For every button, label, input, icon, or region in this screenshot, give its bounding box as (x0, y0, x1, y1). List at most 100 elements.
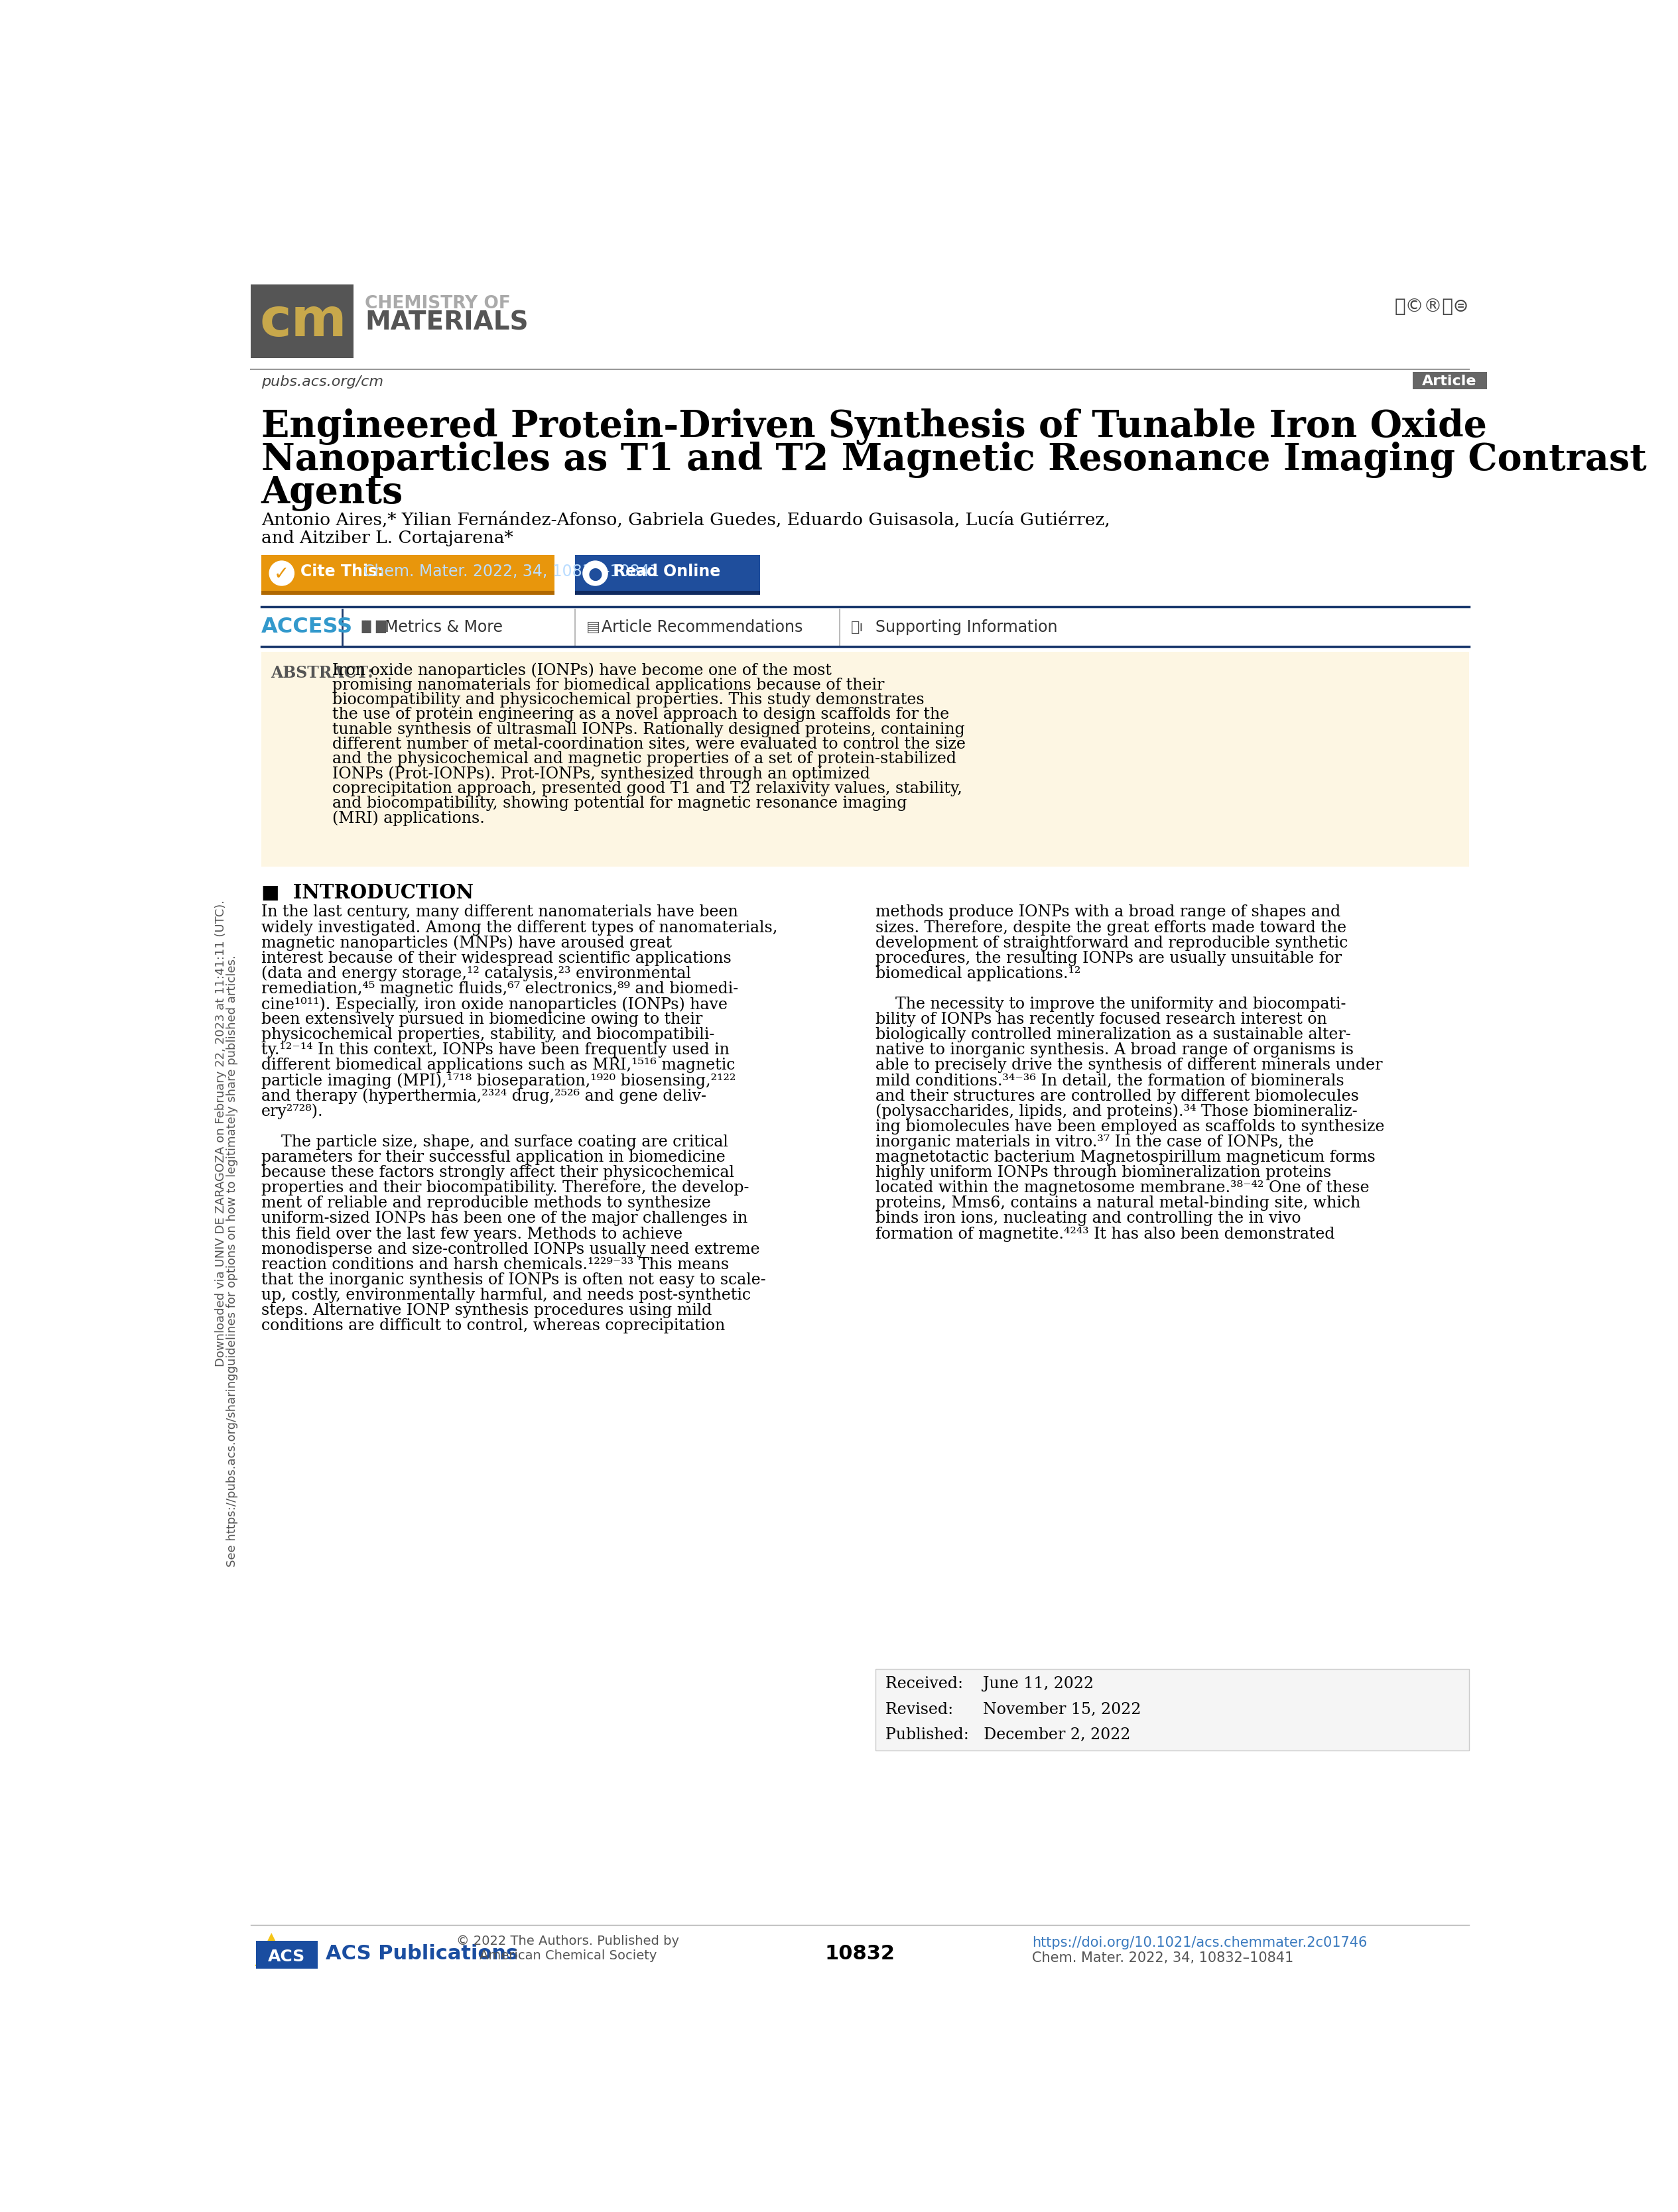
Polygon shape (255, 1933, 289, 1966)
Text: able to precisely drive the synthesis of different minerals under: able to precisely drive the synthesis of… (876, 1057, 1383, 1073)
Text: MATERIALS: MATERIALS (366, 310, 529, 336)
Text: properties and their biocompatibility. Therefore, the develop-: properties and their biocompatibility. T… (262, 1179, 748, 1194)
Text: https://doi.org/10.1021/acs.chemmater.2c01746: https://doi.org/10.1021/acs.chemmater.2c… (1032, 1936, 1368, 1949)
Text: parameters for their successful application in biomedicine: parameters for their successful applicat… (262, 1150, 725, 1166)
Text: Read Online: Read Online (614, 564, 722, 580)
FancyBboxPatch shape (876, 1670, 1468, 1750)
Text: Downloaded via UNIV DE ZARAGOZA on February 22, 2023 at 11:41:11 (UTC).: Downloaded via UNIV DE ZARAGOZA on Febru… (215, 900, 227, 1367)
Text: magnetic nanoparticles (MNPs) have aroused great: magnetic nanoparticles (MNPs) have arous… (262, 936, 671, 951)
Text: this field over the last few years. Methods to achieve: this field over the last few years. Meth… (262, 1225, 683, 1241)
FancyBboxPatch shape (257, 1940, 317, 1971)
Text: reaction conditions and harsh chemicals.¹²²⁹⁻³³ This means: reaction conditions and harsh chemicals.… (262, 1256, 728, 1272)
Text: Nanoparticles as T1 and T2 Magnetic Resonance Imaging Contrast: Nanoparticles as T1 and T2 Magnetic Reso… (262, 442, 1646, 478)
Text: particle imaging (MPI),¹⁷¹⁸ bioseparation,¹⁹²⁰ biosensing,²¹²²: particle imaging (MPI),¹⁷¹⁸ bioseparatio… (262, 1073, 735, 1088)
Text: development of straightforward and reproducible synthetic: development of straightforward and repro… (876, 936, 1347, 951)
FancyBboxPatch shape (1413, 372, 1487, 389)
Text: uniform-sized IONPs has been one of the major challenges in: uniform-sized IONPs has been one of the … (262, 1210, 747, 1225)
Text: IONPs (Prot-IONPs). Prot-IONPs, synthesized through an optimized: IONPs (Prot-IONPs). Prot-IONPs, synthesi… (332, 765, 869, 781)
Text: Published:   December 2, 2022: Published: December 2, 2022 (886, 1728, 1131, 1743)
Text: ACCESS: ACCESS (262, 617, 352, 637)
Text: (MRI) applications.: (MRI) applications. (332, 810, 485, 825)
Text: steps. Alternative IONP synthesis procedures using mild: steps. Alternative IONP synthesis proced… (262, 1303, 711, 1318)
Text: bility of IONPs has recently focused research interest on: bility of IONPs has recently focused res… (876, 1011, 1327, 1026)
Text: Received:    June 11, 2022: Received: June 11, 2022 (886, 1677, 1094, 1690)
Text: ment of reliable and reproducible methods to synthesize: ment of reliable and reproducible method… (262, 1194, 711, 1210)
Text: 📱©®Ⓢ⊜: 📱©®Ⓢ⊜ (1394, 296, 1468, 316)
Circle shape (582, 562, 607, 586)
Text: mild conditions.³⁴⁻³⁶ In detail, the formation of biominerals: mild conditions.³⁴⁻³⁶ In detail, the for… (876, 1073, 1344, 1088)
Text: pubs.acs.org/cm: pubs.acs.org/cm (262, 376, 383, 389)
Text: ACS: ACS (268, 1949, 305, 1964)
Text: and their structures are controlled by different biomolecules: and their structures are controlled by d… (876, 1088, 1359, 1104)
Text: Article: Article (1423, 374, 1477, 387)
Circle shape (270, 562, 294, 586)
Text: The particle size, shape, and surface coating are critical: The particle size, shape, and surface co… (262, 1135, 728, 1150)
Text: cine¹⁰¹¹). Especially, iron oxide nanoparticles (IONPs) have: cine¹⁰¹¹). Especially, iron oxide nanopa… (262, 995, 727, 1011)
Text: biologically controlled mineralization as a sustainable alter-: biologically controlled mineralization a… (876, 1026, 1351, 1042)
Text: methods produce IONPs with a broad range of shapes and: methods produce IONPs with a broad range… (876, 905, 1341, 920)
Text: native to inorganic synthesis. A broad range of organisms is: native to inorganic synthesis. A broad r… (876, 1042, 1354, 1057)
Text: the use of protein engineering as a novel approach to design scaffolds for the: the use of protein engineering as a nove… (332, 708, 950, 721)
Text: In the last century, many different nanomaterials have been: In the last century, many different nano… (262, 905, 738, 920)
Text: formation of magnetite.⁴²⁴³ It has also been demonstrated: formation of magnetite.⁴²⁴³ It has also … (876, 1225, 1334, 1241)
Text: Supporting Information: Supporting Information (876, 619, 1057, 635)
Text: biocompatibility and physicochemical properties. This study demonstrates: biocompatibility and physicochemical pro… (332, 692, 925, 708)
Text: The necessity to improve the uniformity and biocompati-: The necessity to improve the uniformity … (876, 995, 1346, 1011)
Text: ✓: ✓ (274, 564, 289, 584)
Text: Chem. Mater. 2022, 34, 10832–10841: Chem. Mater. 2022, 34, 10832–10841 (364, 564, 659, 580)
Text: (polysaccharides, lipids, and proteins).³⁴ Those biomineraliz-: (polysaccharides, lipids, and proteins).… (876, 1104, 1358, 1119)
Text: Ⓢı: Ⓢı (851, 619, 864, 633)
FancyBboxPatch shape (574, 591, 760, 595)
Text: different biomedical applications such as MRI,¹⁵¹⁶ magnetic: different biomedical applications such a… (262, 1057, 735, 1073)
Text: ▐▌█: ▐▌█ (356, 619, 386, 633)
Text: different number of metal-coordination sites, were evaluated to control the size: different number of metal-coordination s… (332, 737, 965, 752)
Text: ACS Publications: ACS Publications (326, 1944, 519, 1962)
FancyBboxPatch shape (262, 591, 554, 595)
Text: biomedical applications.¹²: biomedical applications.¹² (876, 967, 1081, 980)
Text: sizes. Therefore, despite the great efforts made toward the: sizes. Therefore, despite the great effo… (876, 920, 1346, 936)
Text: ABSTRACT:: ABSTRACT: (270, 666, 373, 681)
Text: Engineered Protein-Driven Synthesis of Tunable Iron Oxide: Engineered Protein-Driven Synthesis of T… (262, 409, 1487, 445)
Text: See https://pubs.acs.org/sharingguidelines for options on how to legitimately sh: See https://pubs.acs.org/sharingguidelin… (227, 956, 238, 1566)
Text: Iron oxide nanoparticles (IONPs) have become one of the most: Iron oxide nanoparticles (IONPs) have be… (332, 664, 831, 679)
Text: binds iron ions, nucleating and controlling the in vivo: binds iron ions, nucleating and controll… (876, 1210, 1300, 1225)
Text: that the inorganic synthesis of IONPs is often not easy to scale-: that the inorganic synthesis of IONPs is… (262, 1272, 765, 1287)
Text: proteins, Mms6, contains a natural metal-binding site, which: proteins, Mms6, contains a natural metal… (876, 1194, 1361, 1210)
Text: magnetotactic bacterium Magnetospirillum magneticum forms: magnetotactic bacterium Magnetospirillum… (876, 1150, 1376, 1166)
FancyBboxPatch shape (252, 285, 354, 358)
Text: tunable synthesis of ultrasmall IONPs. Rationally designed proteins, containing: tunable synthesis of ultrasmall IONPs. R… (332, 721, 965, 737)
FancyBboxPatch shape (262, 555, 554, 593)
Text: Revised:      November 15, 2022: Revised: November 15, 2022 (886, 1701, 1141, 1717)
Text: Chem. Mater. 2022, 34, 10832–10841: Chem. Mater. 2022, 34, 10832–10841 (1032, 1951, 1294, 1964)
FancyBboxPatch shape (574, 555, 760, 593)
Text: widely investigated. Among the different types of nanomaterials,: widely investigated. Among the different… (262, 920, 777, 936)
Text: ty.¹²⁻¹⁴ In this context, IONPs have been frequently used in: ty.¹²⁻¹⁴ In this context, IONPs have bee… (262, 1042, 730, 1057)
Text: © 2022 The Authors. Published by
American Chemical Society: © 2022 The Authors. Published by America… (456, 1936, 680, 1962)
Text: and therapy (hyperthermia,²³²⁴ drug,²⁵²⁶ and gene deliv-: and therapy (hyperthermia,²³²⁴ drug,²⁵²⁶… (262, 1088, 706, 1104)
Text: 10832: 10832 (826, 1944, 894, 1962)
Text: ▤: ▤ (586, 619, 601, 633)
Text: Agents: Agents (262, 476, 403, 511)
Text: cm: cm (260, 296, 347, 347)
Text: Article Recommendations: Article Recommendations (601, 619, 802, 635)
FancyBboxPatch shape (262, 653, 1468, 867)
Text: and biocompatibility, showing potential for magnetic resonance imaging: and biocompatibility, showing potential … (332, 796, 906, 812)
Text: located within the magnetosome membrane.³⁸⁻⁴² One of these: located within the magnetosome membrane.… (876, 1179, 1369, 1194)
Text: ●: ● (587, 566, 602, 582)
Text: ing biomolecules have been employed as scaffolds to synthesize: ing biomolecules have been employed as s… (876, 1119, 1384, 1135)
Text: inorganic materials in vitro.³⁷ In the case of IONPs, the: inorganic materials in vitro.³⁷ In the c… (876, 1135, 1314, 1150)
Text: CHEMISTRY OF: CHEMISTRY OF (366, 294, 510, 312)
Text: Antonio Aires,* Yilian Fernández-Afonso, Gabriela Guedes, Eduardo Guisasola, Luc: Antonio Aires,* Yilian Fernández-Afonso,… (262, 511, 1109, 529)
Text: ery²⁷²⁸).: ery²⁷²⁸). (262, 1104, 324, 1119)
Text: Metrics & More: Metrics & More (384, 619, 503, 635)
Text: Cite This:: Cite This: (300, 564, 389, 580)
Text: interest because of their widespread scientific applications: interest because of their widespread sci… (262, 951, 732, 967)
Text: remediation,⁴⁵ magnetic fluids,⁶⁷ electronics,⁸⁹ and biomedi-: remediation,⁴⁵ magnetic fluids,⁶⁷ electr… (262, 982, 738, 995)
Text: highly uniform IONPs through biomineralization proteins: highly uniform IONPs through biominerali… (876, 1166, 1331, 1179)
Text: and the physicochemical and magnetic properties of a set of protein-stabilized: and the physicochemical and magnetic pro… (332, 752, 956, 768)
Text: been extensively pursued in biomedicine owing to their: been extensively pursued in biomedicine … (262, 1011, 703, 1026)
Text: procedures, the resulting IONPs are usually unsuitable for: procedures, the resulting IONPs are usua… (876, 951, 1342, 967)
Text: promising nanomaterials for biomedical applications because of their: promising nanomaterials for biomedical a… (332, 677, 884, 692)
Text: monodisperse and size-controlled IONPs usually need extreme: monodisperse and size-controlled IONPs u… (262, 1241, 760, 1256)
Text: coprecipitation approach, presented good T1 and T2 relaxivity values, stability,: coprecipitation approach, presented good… (332, 781, 961, 796)
